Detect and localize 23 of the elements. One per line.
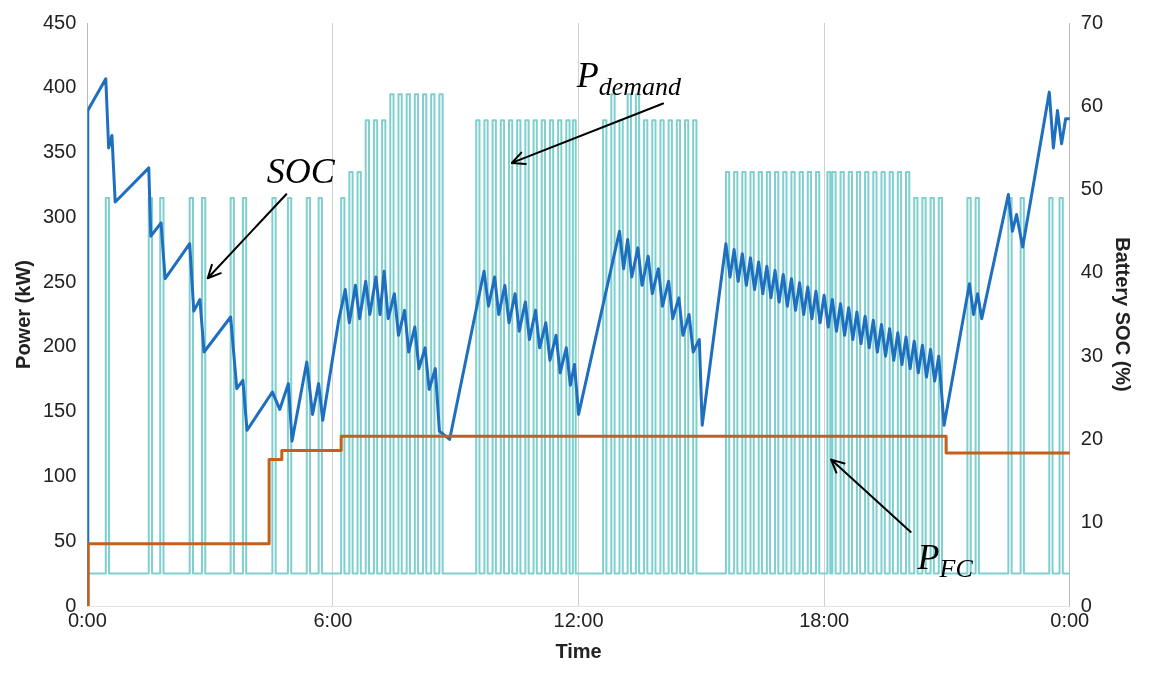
y2-axis-title: Battery SOC (%) [1112, 237, 1135, 392]
y2-tick-label: 40 [1080, 260, 1103, 283]
x-tick-label: 6:00 [313, 608, 353, 631]
x-tick-label: 12:00 [553, 608, 604, 631]
annotation: SOC [266, 151, 336, 192]
y2-tick-label: 60 [1080, 93, 1103, 116]
y-tick-label: 400 [42, 75, 77, 98]
y2-tick-label: 70 [1080, 10, 1103, 33]
y2-tick-label: 30 [1080, 343, 1103, 366]
y2-tick-label: 10 [1080, 510, 1103, 533]
y-tick-label: 450 [42, 10, 77, 33]
y2-tick-label: 20 [1080, 426, 1103, 449]
x-tick-label: 18:00 [799, 608, 850, 631]
x-axis-title: Time [555, 639, 602, 662]
y-tick-label: 100 [42, 463, 77, 486]
y2-tick-label: 50 [1080, 177, 1103, 200]
y-tick-label: 300 [42, 204, 77, 227]
y-tick-label: 50 [54, 528, 77, 551]
y-tick-label: 350 [42, 140, 77, 163]
y-tick-label: 250 [42, 269, 77, 292]
y-tick-label: 200 [42, 334, 77, 357]
y-tick-label: 150 [42, 399, 77, 422]
y-axis-title: Power (kW) [11, 260, 34, 369]
